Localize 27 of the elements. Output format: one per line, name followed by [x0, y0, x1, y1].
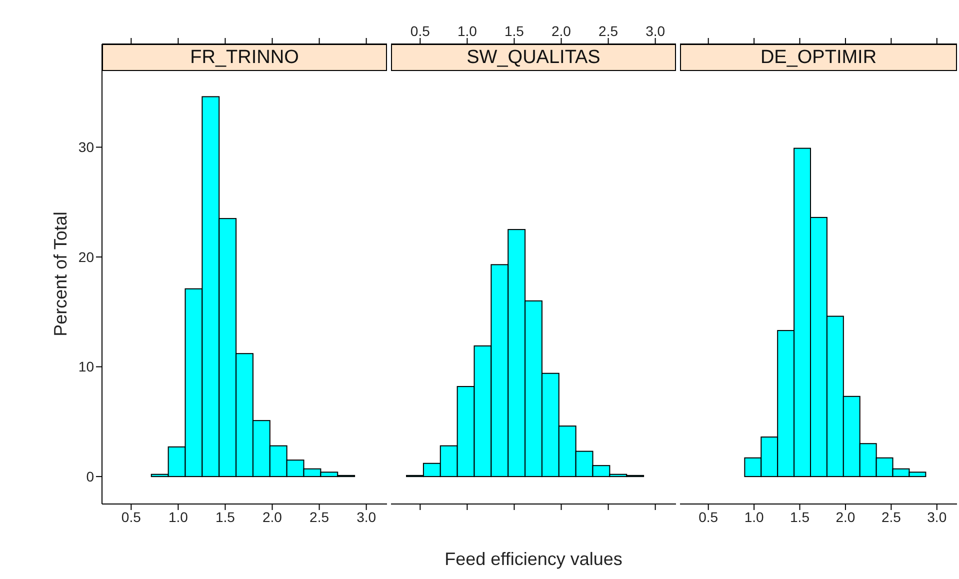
x-tick-label: 2.5 — [598, 23, 618, 39]
x-tick-label: 2.0 — [552, 23, 572, 39]
x-tick-label: 2.5 — [310, 508, 330, 525]
chart-title: SW_QUALITAS — [466, 46, 600, 68]
x-tick-label: 1.0 — [168, 508, 188, 525]
x-tick-label: 2.0 — [836, 508, 856, 525]
chart-title: FR_TRINNO — [190, 46, 299, 68]
y-tick-label: 30 — [78, 139, 94, 156]
chart-title: DE_OPTIMIR — [760, 46, 877, 68]
x-tick-label: 1.5 — [504, 23, 524, 39]
x-tick-label: 1.0 — [744, 508, 764, 525]
y-tick-label: 10 — [78, 358, 94, 375]
y-tick-label: 0 — [86, 468, 94, 485]
x-tick-label: 3.0 — [356, 508, 376, 525]
x-tick-label: 1.5 — [790, 508, 810, 525]
x-tick-label: 0.5 — [698, 508, 718, 525]
x-tick-label: 3.0 — [927, 508, 947, 525]
y-axis-title: Percent of Total — [50, 212, 70, 336]
x-tick-label: 3.0 — [646, 23, 666, 39]
x-tick-label: 2.0 — [262, 508, 282, 525]
y-tick-label: 20 — [78, 248, 94, 265]
x-tick-label: 2.5 — [881, 508, 902, 525]
x-tick-label: 1.0 — [457, 23, 478, 39]
x-tick-label: 1.5 — [215, 508, 236, 525]
x-axis-title: Feed efficiency values — [444, 549, 622, 569]
x-tick-label: 0.5 — [121, 508, 142, 525]
x-tick-label: 0.5 — [410, 23, 430, 39]
